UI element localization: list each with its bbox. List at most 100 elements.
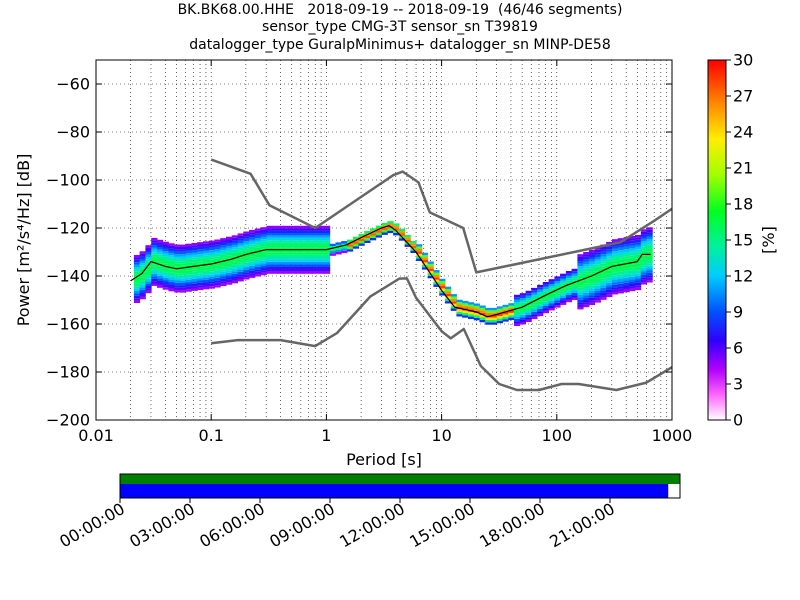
psd-cell [502,304,509,308]
psd-cell [358,233,365,237]
psd-cell [404,234,411,238]
psd-cell [387,223,394,226]
psd-cell [629,269,636,272]
psd-cell [635,275,642,279]
psd-cell [537,301,544,305]
psd-cell [537,294,544,297]
psd-cell [295,269,302,272]
psd-cell [514,311,521,314]
psd-cell [266,247,273,250]
psd-cell [197,249,204,252]
psd-cell [496,311,503,314]
psd-cell [502,319,509,322]
psd-cell [208,283,215,287]
psd-cell [542,301,549,304]
psd-cell [283,261,290,265]
psd-cell [237,279,244,282]
psd-cell [249,253,256,257]
psd-cell [174,278,181,281]
psd-cell [502,316,509,320]
psd-cell [623,280,630,283]
psd-cell [623,270,630,274]
psd-cell [318,252,325,255]
psd-cell [133,269,141,272]
psd-cell [640,248,647,251]
psd-cell [324,266,331,269]
psd-cell [139,272,146,276]
psd-cell [260,258,267,261]
psd-cell [318,247,325,250]
psd-cell [266,254,273,257]
psd-cell [612,239,619,242]
psd-cell [162,268,169,271]
psd-cell [398,228,405,232]
psd-cell [243,265,250,268]
psd-cell [629,257,636,260]
colorbar-label: [%] [759,226,778,254]
psd-cell [421,257,429,260]
psd-cell [640,241,647,244]
psd-cell [640,243,647,247]
psd-cell [612,277,619,280]
psd-cell [617,291,624,294]
psd-cell [427,263,434,267]
psd-cell [208,259,215,263]
psd-cell [277,225,285,229]
psd-cell [231,247,238,250]
psd-cell [623,282,630,286]
psd-cell [612,270,619,273]
psd-cell [485,319,492,323]
psd-cell [537,289,544,293]
psd-cell [139,287,146,290]
psd-cell [519,300,526,303]
psd-cell [542,310,549,314]
psd-cell [635,282,642,286]
psd-cell [508,312,515,316]
psd-cell [542,298,549,302]
psd-cell [623,285,630,288]
psd-cell [306,261,313,265]
psd-cell [272,228,279,231]
psd-cell [145,286,152,289]
psd-cell [197,256,204,259]
psd-cell [623,239,630,242]
psd-cell [237,262,244,265]
psd-cell [231,266,238,269]
psd-cell [444,298,452,302]
psd-cell [226,275,233,278]
psd-cell [548,300,555,304]
psd-cell [208,274,215,277]
psd-cell [583,266,590,269]
psd-cell [640,272,647,275]
psd-cell [277,228,285,231]
psd-cell [623,241,630,245]
psd-cell [151,245,158,248]
psd-cell [646,270,653,273]
psd-cell [514,318,521,322]
psd-cell [324,254,331,257]
psd-cell [606,246,613,250]
psd-cell [243,241,250,244]
median-curve [130,224,651,318]
psd-cell [277,252,285,255]
psd-cell [185,289,192,292]
psd-cell [295,228,302,231]
psd-cell [283,247,290,250]
psd-cell [450,296,457,299]
psd-cell [312,269,319,272]
psd-cell [283,252,290,255]
psd-cell [145,247,152,250]
psd-cell [583,252,590,255]
psd-cell [151,240,158,243]
psd-cell [427,261,434,264]
psd-cell [462,312,469,316]
psd-cell [220,274,227,277]
psd-cell [594,283,601,286]
psd-cell [629,238,636,241]
psd-cell [272,261,279,265]
psd-cell [433,274,440,278]
psd-cell [162,258,169,261]
psd-cell [151,237,158,241]
psd-cell [156,254,164,257]
psd-cell [266,235,273,238]
